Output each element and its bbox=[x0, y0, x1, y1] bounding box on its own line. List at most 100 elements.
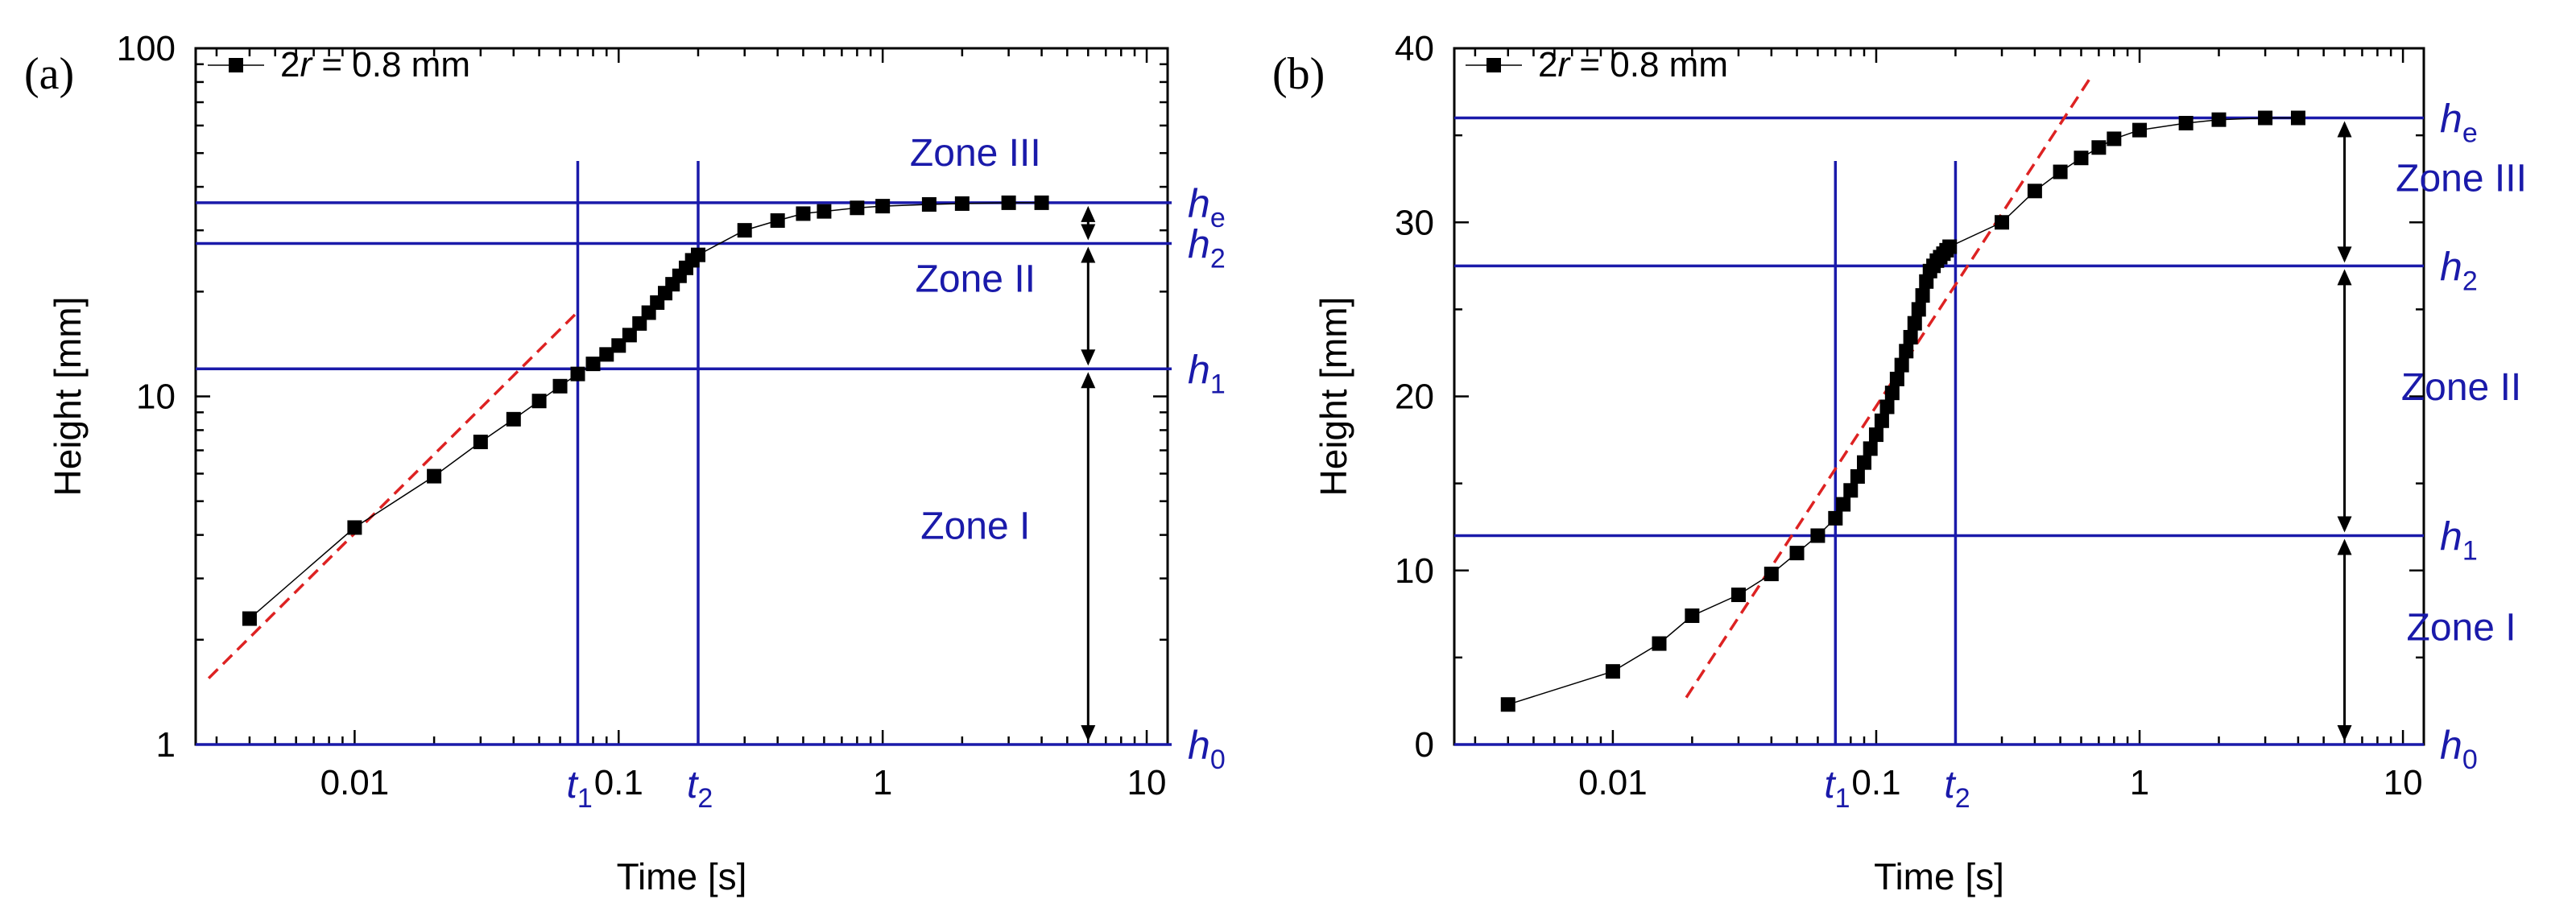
legend-label-part: 2 bbox=[280, 45, 300, 85]
data-point bbox=[1903, 329, 1918, 344]
data-point bbox=[1685, 608, 1700, 623]
data-point bbox=[2211, 112, 2227, 127]
data-point bbox=[1789, 546, 1805, 561]
data-point bbox=[690, 247, 705, 262]
zone-arrow-head-down bbox=[1081, 725, 1096, 741]
data-point bbox=[1652, 636, 1667, 651]
data-point bbox=[473, 435, 488, 450]
data-point bbox=[1899, 344, 1914, 359]
zone-3-label: Zone III bbox=[2396, 157, 2527, 200]
x-tick-label: 1 bbox=[2130, 763, 2149, 802]
data-point bbox=[1857, 455, 1872, 470]
data-point bbox=[1884, 386, 1900, 401]
x-tick-label: 0.1 bbox=[1851, 763, 1900, 802]
level-label-sub: e bbox=[1210, 203, 1226, 233]
zone-arrow-head-down bbox=[1081, 349, 1096, 366]
data-point bbox=[921, 196, 937, 212]
data-point bbox=[1836, 497, 1851, 512]
data-point bbox=[1995, 215, 2010, 230]
y-tick-label: 1 bbox=[156, 725, 176, 765]
zone-arrow-head-down bbox=[1081, 224, 1096, 241]
series-line bbox=[1507, 117, 2298, 706]
level-label-main: h bbox=[1188, 723, 1210, 768]
panel-label: (b) bbox=[1272, 49, 1325, 99]
x-tick-label: 0.01 bbox=[1578, 763, 1648, 802]
level-label-sub: 0 bbox=[1210, 745, 1226, 775]
level-label-sub: 2 bbox=[1210, 243, 1226, 274]
x-tick-label: 10 bbox=[2384, 763, 2423, 802]
x-tick-label: 1 bbox=[873, 763, 892, 802]
data-point bbox=[611, 338, 626, 353]
legend-label-part: r bbox=[300, 45, 313, 85]
data-point bbox=[622, 328, 637, 343]
data-point bbox=[1894, 357, 1909, 373]
time-label-sub: 2 bbox=[1955, 783, 1970, 814]
legend-label-part: 2 bbox=[1538, 45, 1557, 85]
data-point bbox=[1868, 427, 1883, 443]
level-label-h2: h2 bbox=[2440, 244, 2478, 296]
time-label-t1: t1 bbox=[1824, 764, 1850, 814]
zone-arrow-head-up bbox=[2337, 269, 2352, 286]
time-label-t1: t1 bbox=[566, 764, 592, 814]
time-label-main: t bbox=[1944, 764, 1956, 806]
zone-arrow-head-down bbox=[2337, 725, 2352, 741]
panel-label: (a) bbox=[24, 49, 74, 99]
time-label-main: t bbox=[687, 764, 699, 806]
level-label-h2: h2 bbox=[1188, 221, 1226, 274]
data-point bbox=[2132, 122, 2148, 138]
zone-arrow-head-down bbox=[2337, 516, 2352, 533]
data-point bbox=[1730, 588, 1746, 603]
y-tick-label: 100 bbox=[117, 29, 176, 68]
y-tick-label: 10 bbox=[136, 377, 176, 417]
zone-arrow-head-down bbox=[2337, 246, 2352, 263]
data-point bbox=[796, 206, 811, 221]
data-point bbox=[2027, 184, 2042, 199]
data-point bbox=[2107, 131, 2122, 146]
zone-3-label: Zone III bbox=[910, 132, 1041, 175]
data-point bbox=[2258, 110, 2273, 126]
level-label-main: h bbox=[2440, 97, 2462, 142]
data-point bbox=[1001, 195, 1016, 210]
data-point bbox=[585, 357, 601, 372]
data-point bbox=[1863, 441, 1878, 456]
data-point bbox=[1810, 528, 1826, 543]
time-label-sub: 2 bbox=[697, 783, 713, 814]
data-point bbox=[737, 223, 752, 238]
data-point bbox=[552, 378, 568, 394]
y-tick-label: 20 bbox=[1395, 377, 1434, 417]
x-tick-label: 0.1 bbox=[594, 763, 643, 802]
data-point bbox=[954, 196, 970, 211]
data-point bbox=[1764, 567, 1779, 582]
x-tick-label: 10 bbox=[1127, 763, 1167, 802]
data-point bbox=[1889, 371, 1904, 386]
data-point bbox=[242, 611, 257, 626]
zone-arrow-head-up bbox=[2337, 538, 2352, 555]
zone-arrow-head-up bbox=[1081, 205, 1096, 222]
y-tick-label: 0 bbox=[1415, 725, 1434, 765]
time-label-main: t bbox=[566, 764, 578, 806]
data-point bbox=[1879, 399, 1895, 415]
data-point bbox=[1874, 413, 1889, 428]
legend-marker bbox=[229, 58, 243, 72]
data-point bbox=[1942, 239, 1958, 254]
legend-label: 2r = 0.8 mm bbox=[280, 45, 470, 85]
x-tick-label: 0.01 bbox=[320, 763, 390, 802]
level-label-main: h bbox=[1188, 347, 1210, 392]
legend-label-part: = 0.8 mm bbox=[312, 45, 470, 85]
level-label-sub: 1 bbox=[1210, 369, 1226, 399]
plot-frame bbox=[1453, 47, 2425, 746]
data-point bbox=[599, 347, 614, 362]
data-point bbox=[817, 204, 832, 219]
data-point bbox=[1034, 195, 1049, 210]
level-label-he: he bbox=[2440, 97, 2478, 149]
zone-arrow-head-up bbox=[2337, 121, 2352, 138]
level-label-h1: h1 bbox=[1188, 347, 1226, 399]
data-point bbox=[531, 394, 547, 409]
y-axis-title: Height [mm] bbox=[47, 297, 89, 497]
legend-label-part: r bbox=[1557, 45, 1571, 85]
data-point bbox=[1850, 468, 1865, 484]
zone-1-label: Zone I bbox=[2407, 606, 2516, 649]
